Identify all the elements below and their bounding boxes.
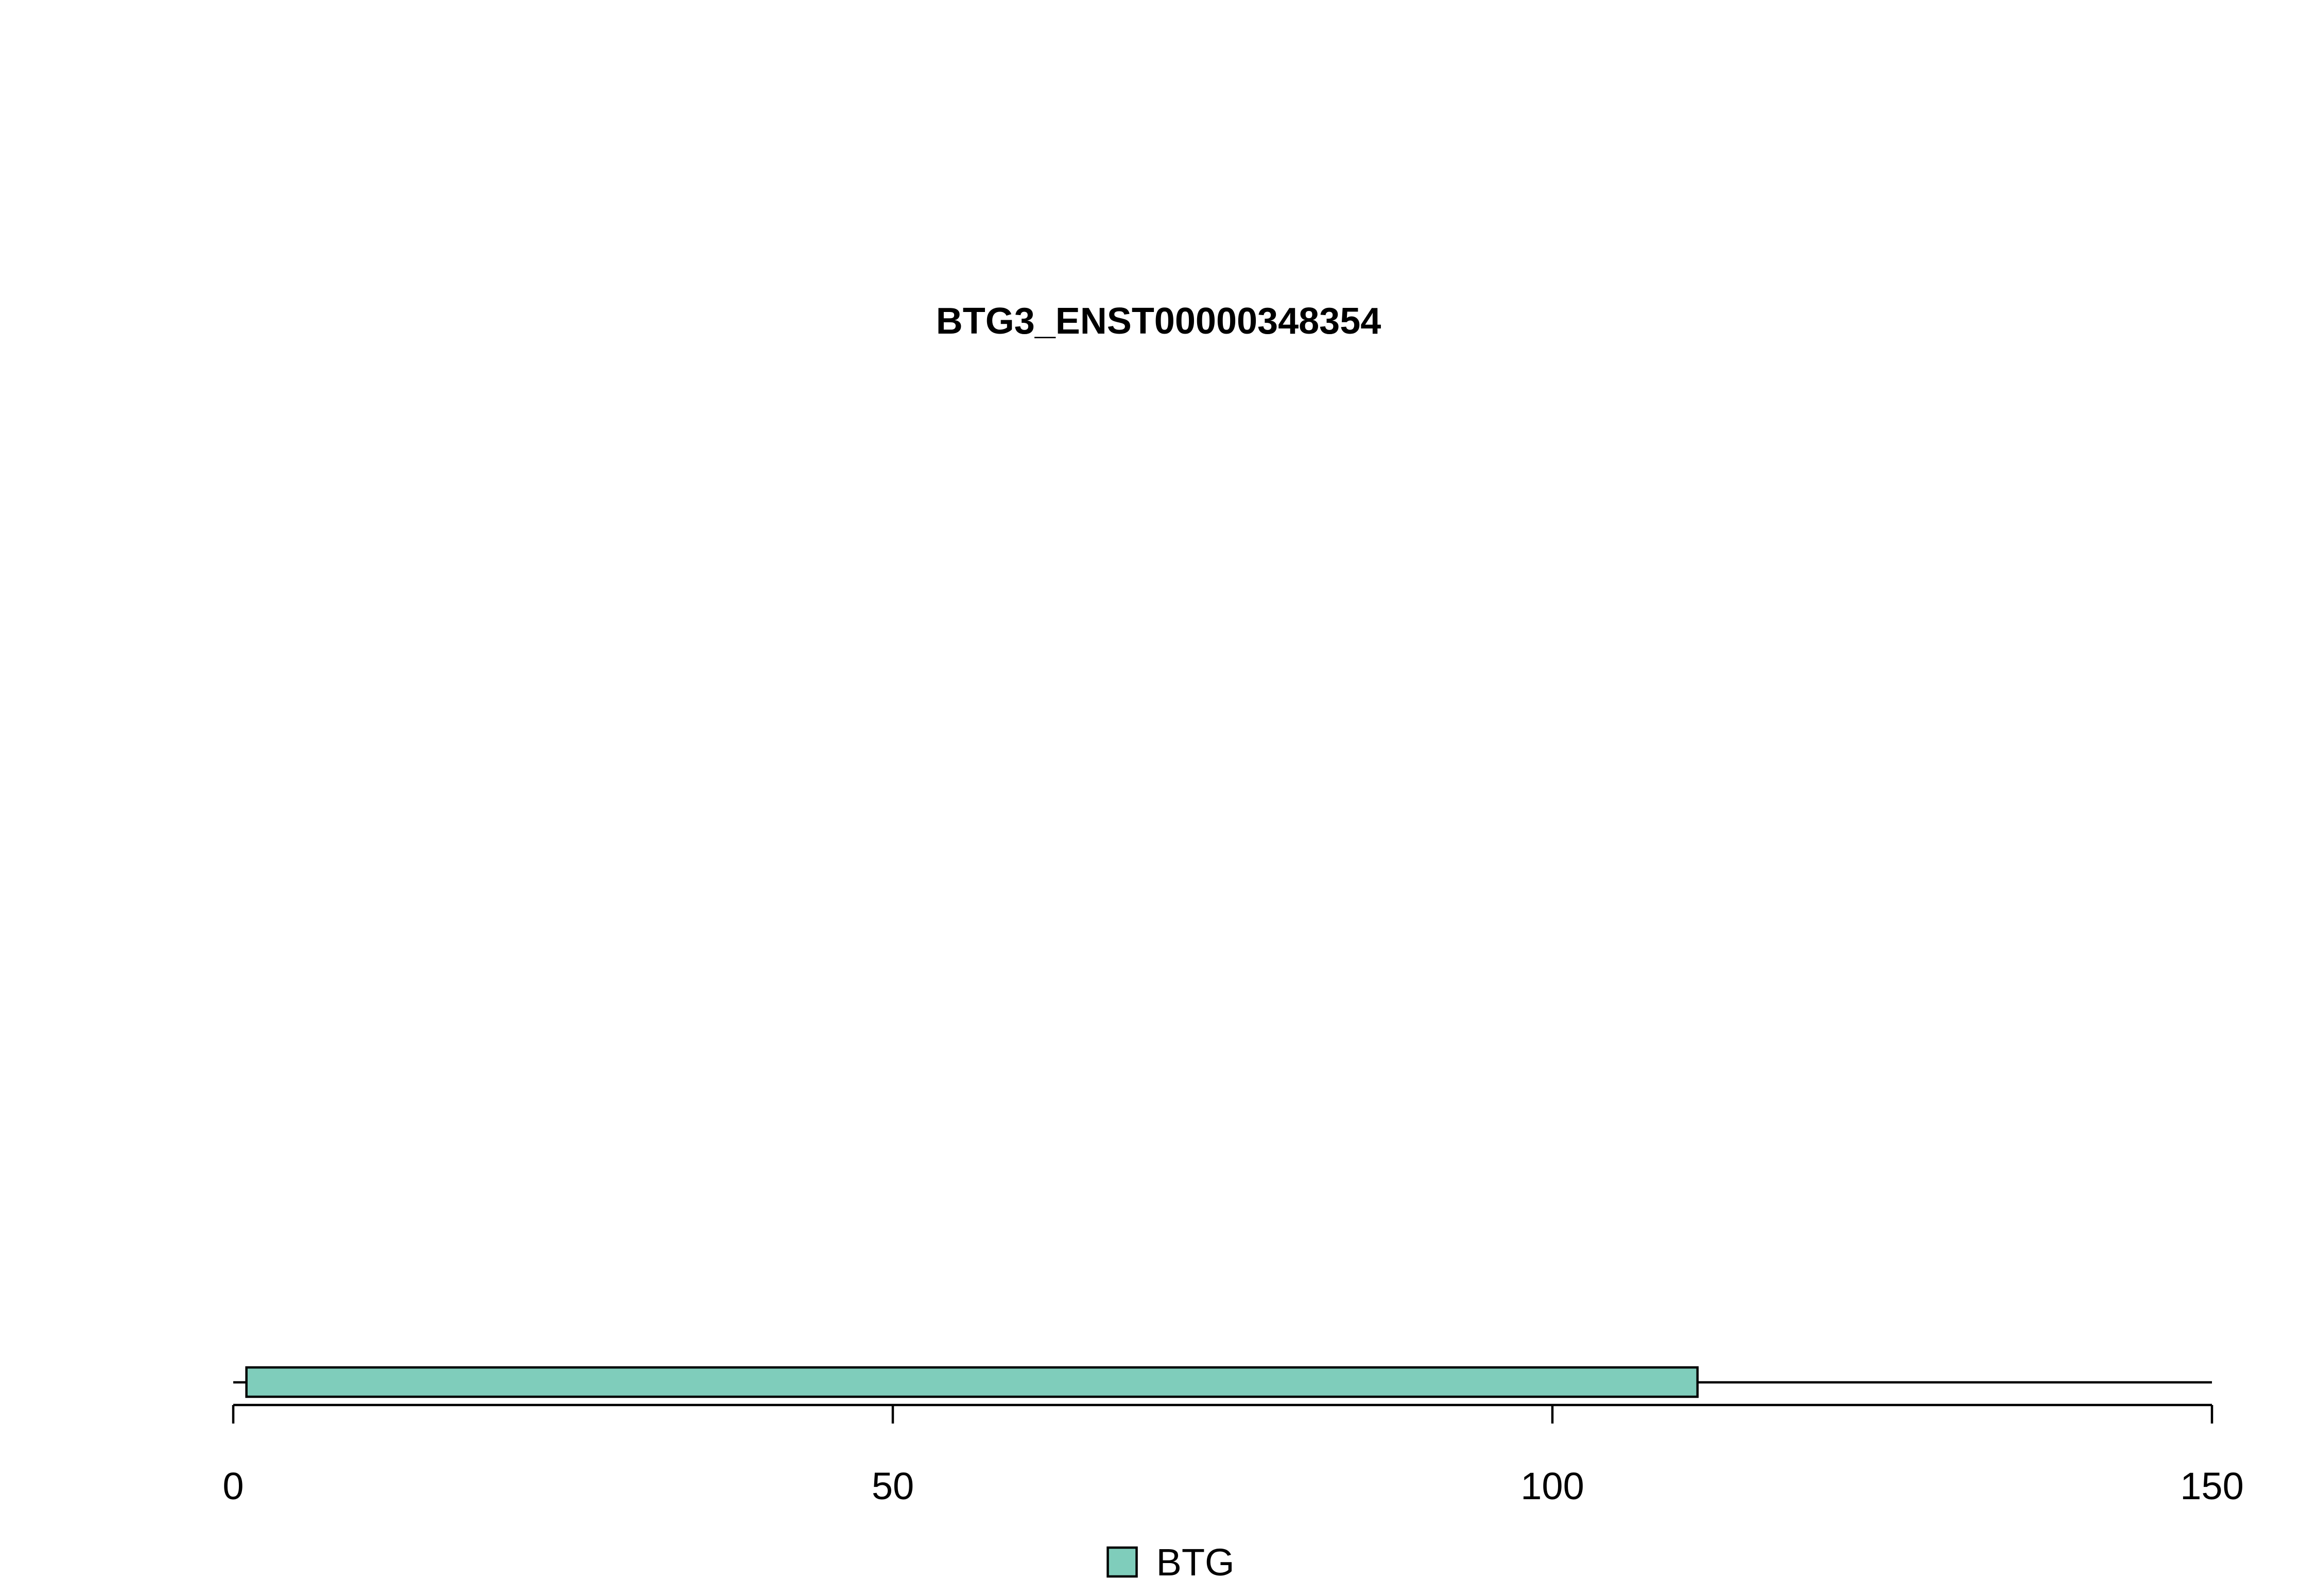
plot-layer xyxy=(233,1366,2212,1398)
chart-title: BTG3_ENST00000348354 xyxy=(936,301,1381,342)
legend-label-btg: BTG xyxy=(1156,1541,1235,1584)
x-tick-label-150: 150 xyxy=(2180,1465,2243,1507)
x-tick-label-100: 100 xyxy=(1520,1465,1584,1507)
x-tick-label-0: 0 xyxy=(222,1465,244,1507)
domain-bar-btg xyxy=(245,1366,1699,1398)
legend-swatch-btg xyxy=(1106,1546,1138,1578)
legend: BTG xyxy=(1106,1541,1235,1584)
x-tick-label-50: 50 xyxy=(872,1465,914,1507)
x-axis: 0 50 100 150 xyxy=(222,1403,2244,1507)
